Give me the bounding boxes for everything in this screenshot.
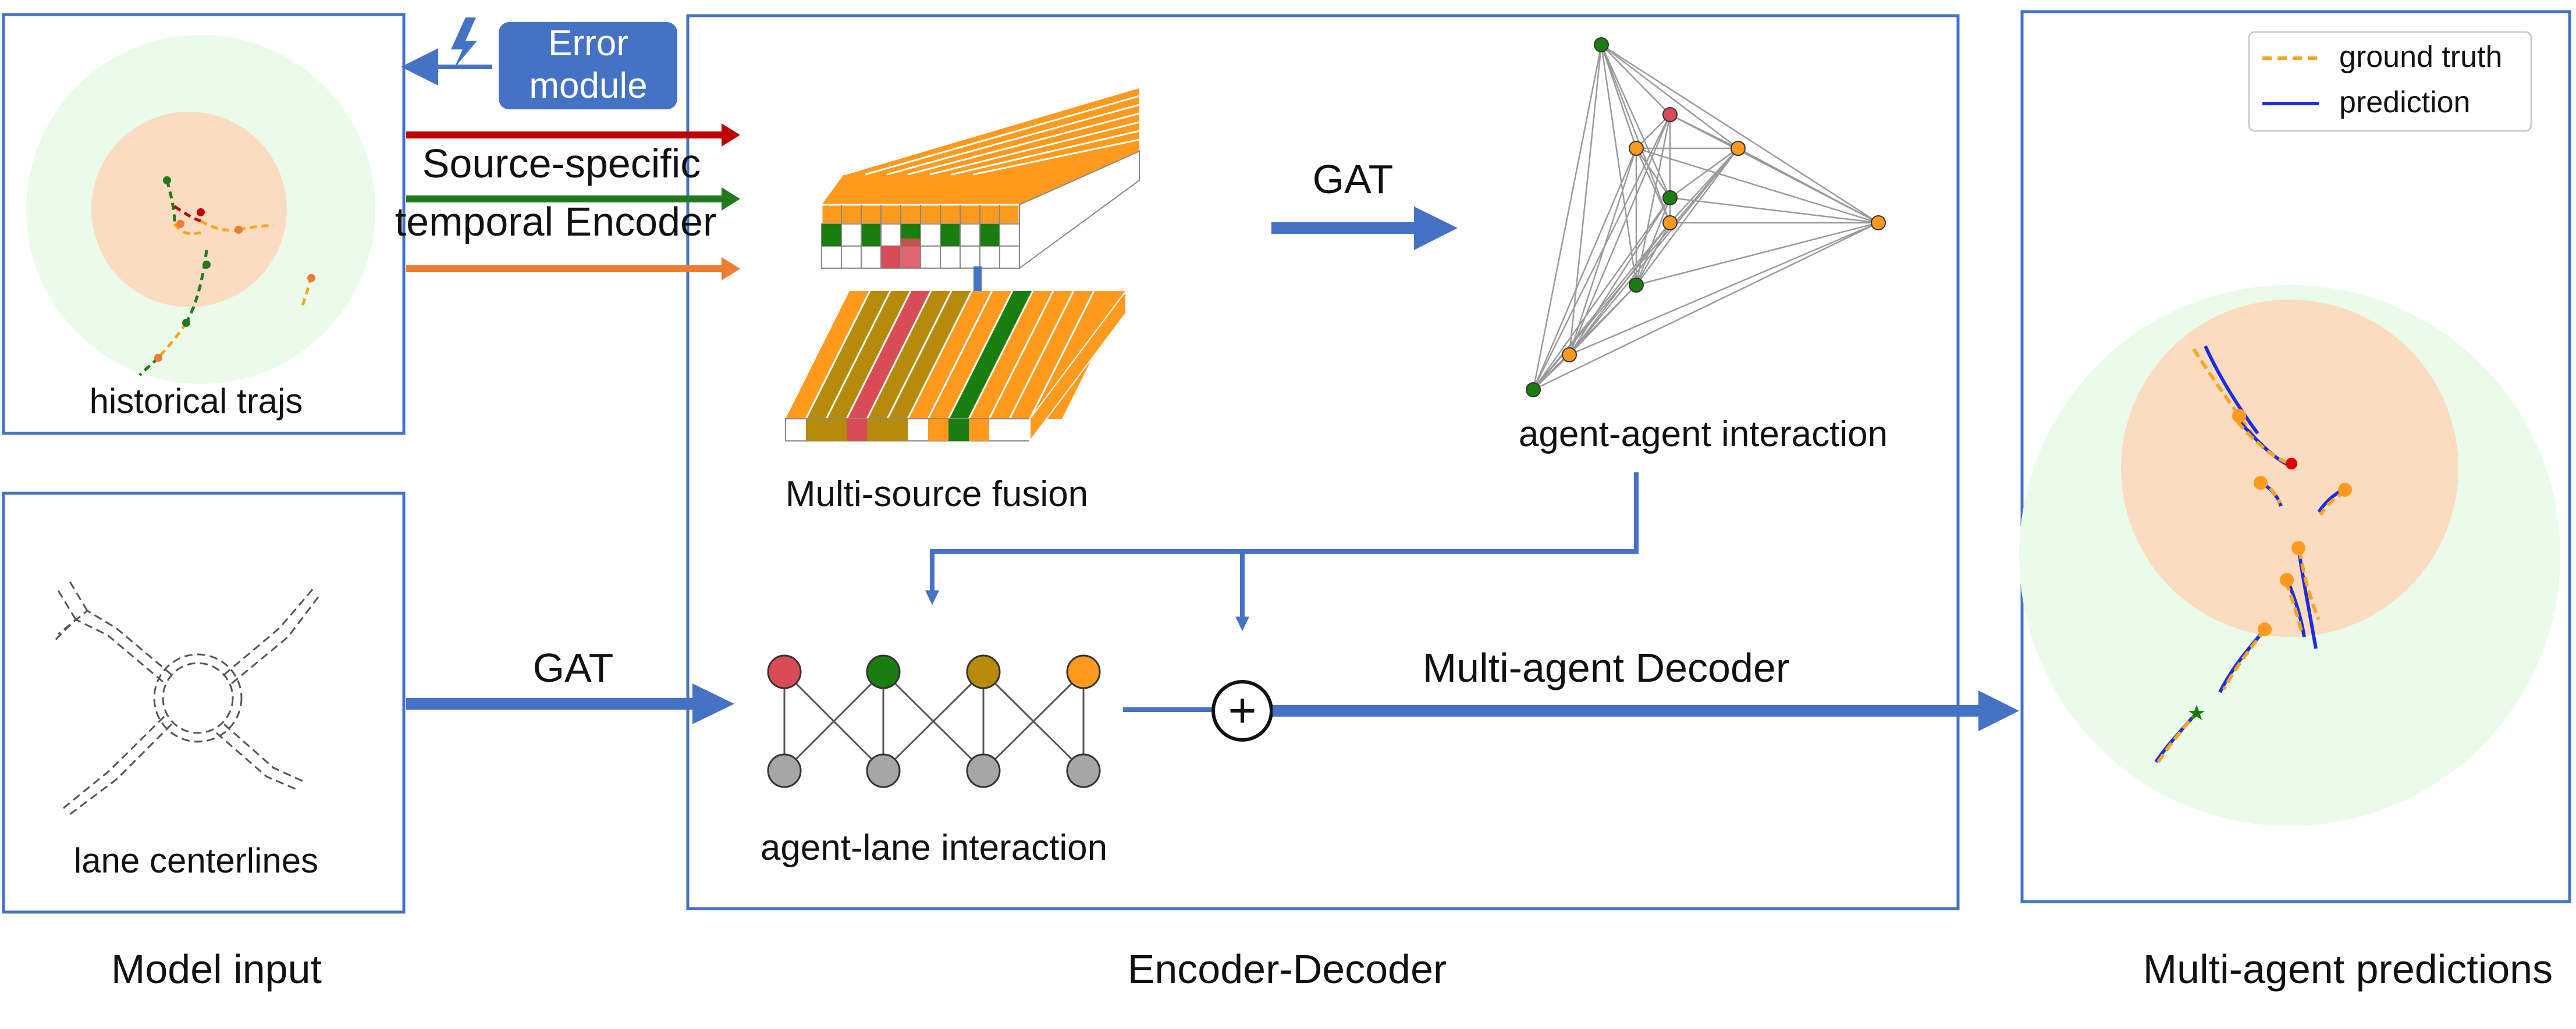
sum-node [1211, 680, 1273, 742]
legend-prediction-label: prediction [2339, 86, 2470, 119]
agent-agent-connector [930, 472, 1639, 619]
encoder-label-line1: Source-specific [422, 141, 701, 186]
sum-symbol: + [1228, 683, 1256, 738]
predictions-caption: Multi-agent predictions [2143, 946, 2553, 992]
roundabout-map [51, 581, 320, 816]
gat-top-arrowhead [1414, 206, 1458, 250]
fusion-grid-bottom [785, 289, 1127, 443]
gat-bottom-label: GAT [533, 645, 614, 690]
error-module-box [499, 22, 677, 109]
agent-agent-label: agent-agent interaction [1519, 414, 1888, 454]
encoder-label-line2: temporal Encoder [395, 199, 717, 244]
agent-lane-label: agent-lane interaction [761, 828, 1107, 868]
gat-top-label: GAT [1313, 156, 1394, 202]
decoder-arrowhead [1978, 690, 2019, 731]
error-module-line1: Error [548, 23, 628, 63]
fusion-label: Multi-source fusion [786, 474, 1088, 514]
prediction-scene [2019, 285, 2560, 826]
agent-agent-graph [1526, 37, 1886, 397]
encoder-decoder-caption: Encoder-Decoder [1128, 946, 1447, 992]
fusion-grid-top [819, 86, 1142, 269]
historical-trajs-label: historical trajs [90, 382, 303, 421]
legend-ground-truth-label: ground truth [2339, 40, 2502, 74]
connector-arrowhead-plus [1235, 617, 1249, 631]
lane-centerlines-panel [2, 492, 406, 914]
model-input-caption: Model input [111, 946, 322, 992]
lightning-icon [451, 17, 477, 69]
legend [2248, 31, 2532, 132]
source-arrows [406, 123, 740, 280]
gat-bottom-arrowhead [692, 683, 734, 724]
error-module-line2: module [529, 66, 647, 106]
agent-lane-graph [767, 654, 1101, 788]
lane-centerlines-label: lane centerlines [74, 841, 318, 880]
connector-arrowhead-left [925, 590, 939, 605]
decoder-label: Multi-agent Decoder [1423, 645, 1789, 690]
historical-trajs-scene [26, 35, 375, 384]
